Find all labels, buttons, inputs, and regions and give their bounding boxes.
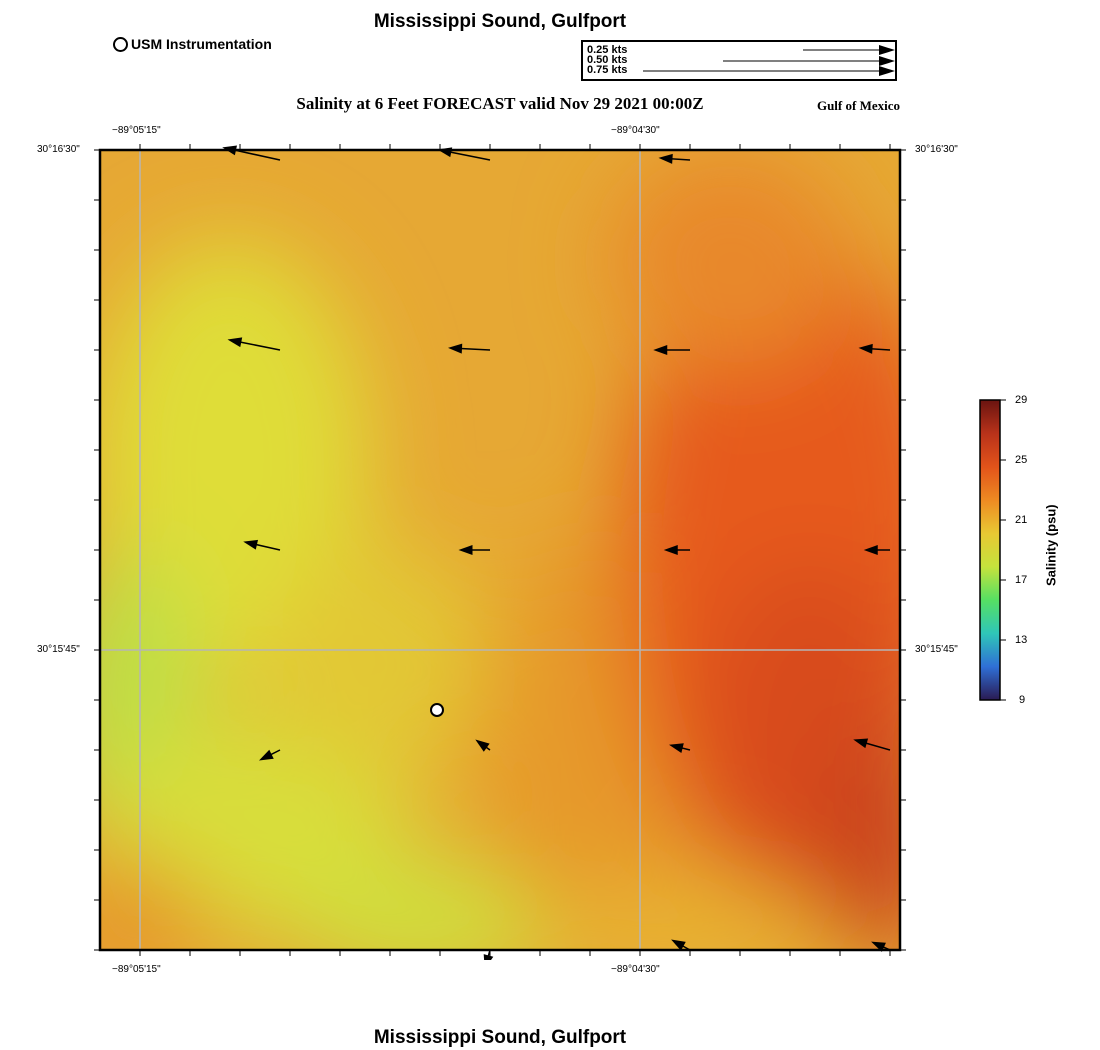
colorbar-title: Salinity (psu) — [1043, 504, 1059, 586]
lon-tick-top-2: −89°04'30" — [611, 125, 660, 136]
speed-arrow-1 — [803, 45, 895, 55]
salinity-field — [100, 150, 900, 950]
lat-tick-left-1: 30°16'30" — [37, 144, 80, 155]
current-vector-1 — [437, 147, 491, 161]
speed-legend-arrows — [643, 45, 895, 76]
colorbar-tick-17: 17 — [1015, 574, 1028, 586]
current-vector-3 — [227, 337, 281, 351]
speed-label-1: 0.25 kts — [587, 44, 628, 56]
station-legend-label: USM Instrumentation — [131, 36, 272, 52]
current-vector-7 — [243, 539, 281, 551]
colorbar-tick-9: 9 — [1019, 694, 1026, 706]
current-vector-0 — [222, 145, 281, 161]
map-footer-title: Mississippi Sound, Gulfport — [373, 1027, 627, 1048]
lon-tick-bottom-2: −89°04'30" — [611, 964, 660, 975]
current-vector-5 — [653, 345, 690, 355]
lat-tick-left-2: 30°15'45" — [37, 644, 80, 655]
speed-arrow-2 — [723, 56, 895, 66]
lat-tick-right-1: 30°16'30" — [915, 144, 958, 155]
salinity-map — [94, 144, 906, 960]
current-vector-16 — [671, 939, 691, 951]
lon-tick-top-1: −89°05'15" — [112, 125, 161, 136]
speed-label-2: 0.50 kts — [587, 54, 628, 66]
speed-arrow-3 — [643, 66, 895, 76]
colorbar-tick-25: 25 — [1015, 454, 1028, 466]
current-vector-2 — [658, 153, 691, 164]
station-marker-icon — [113, 36, 128, 52]
station-legend: USM Instrumentation — [113, 36, 272, 52]
current-vector-15 — [483, 949, 494, 960]
current-vector-9 — [663, 545, 690, 555]
current-vector-11 — [259, 749, 281, 761]
colorbar-scale — [979, 399, 1001, 701]
current-vector-4 — [448, 343, 491, 354]
current-vector-6 — [858, 343, 891, 354]
region-label: Gulf of Mexico — [816, 98, 900, 113]
current-vector-10 — [863, 545, 890, 555]
map-title: Mississippi Sound, Gulfport — [373, 11, 627, 32]
speed-legend: 0.25 kts 0.50 kts 0.75 kts — [581, 40, 897, 81]
salinity-colorbar — [979, 399, 1006, 701]
map-subtitle: Salinity at 6 Feet FORECAST valid Nov 29… — [296, 94, 704, 113]
lon-tick-bottom-1: −89°05'15" — [112, 964, 161, 975]
current-vector-17 — [871, 941, 891, 952]
current-vectors — [222, 145, 891, 960]
colorbar-tick-29: 29 — [1015, 394, 1028, 406]
current-vector-12 — [475, 739, 491, 752]
current-vector-8 — [458, 545, 490, 555]
current-vector-14 — [853, 738, 891, 751]
current-vector-13 — [669, 743, 691, 753]
usm-station-marker[interactable] — [430, 703, 444, 717]
lat-tick-right-2: 30°15'45" — [915, 644, 958, 655]
colorbar-tick-13: 13 — [1015, 634, 1028, 646]
speed-label-3: 0.75 kts — [587, 64, 628, 76]
colorbar-tick-21: 21 — [1015, 514, 1028, 526]
